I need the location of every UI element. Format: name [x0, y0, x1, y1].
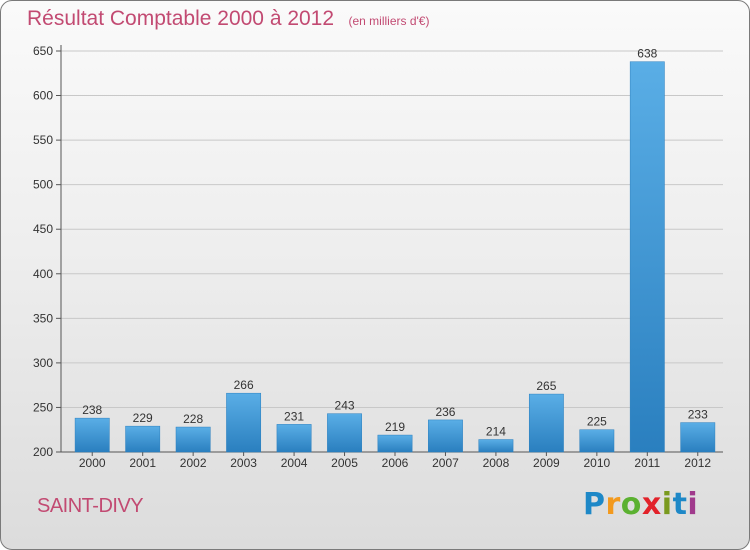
- bar-2004: [276, 424, 312, 453]
- data-label-2003: 266: [234, 378, 254, 392]
- data-label-2011: 638: [637, 47, 657, 61]
- x-tick-label-2000: 2000: [79, 456, 106, 470]
- data-label-2004: 231: [284, 409, 304, 423]
- x-tick-label-2006: 2006: [382, 456, 409, 470]
- y-tick-label: 250: [33, 400, 53, 414]
- bar-2000: [74, 417, 110, 453]
- data-label-2002: 228: [183, 412, 203, 426]
- x-tick-label-2010: 2010: [583, 456, 610, 470]
- y-tick-label: 400: [33, 267, 53, 281]
- chart-subtitle: (en milliers d'€): [348, 14, 430, 28]
- bar-2010: [579, 429, 615, 453]
- chart-title: Résultat Comptable 2000 à 2012: [27, 7, 335, 30]
- bar-2001: [125, 425, 161, 453]
- x-tick-label-2005: 2005: [331, 456, 358, 470]
- data-label-2012: 233: [688, 408, 708, 422]
- bar-2009: [528, 393, 564, 453]
- y-tick-label: 600: [33, 89, 53, 103]
- x-tick-label-2011: 2011: [634, 456, 660, 470]
- x-tick-label-2001: 2001: [129, 456, 156, 470]
- y-tick-label: 500: [33, 178, 53, 192]
- data-label-2006: 219: [385, 420, 405, 434]
- axes: 200 250 300 350 400 450 500 550 600 650 2000 2001 20…: [33, 44, 723, 470]
- x-tick-label-2008: 2008: [483, 456, 510, 470]
- grid: [61, 50, 723, 408]
- bar-2005: [327, 413, 362, 453]
- proxiti-logo: Proxiti: [583, 487, 699, 522]
- bar-2011: [629, 61, 665, 453]
- bar-2012: [680, 422, 716, 453]
- y-tick-label: 300: [33, 356, 53, 370]
- chart-title-block: Résultat Comptable 2000 à 2012 (en milli…: [27, 7, 429, 31]
- x-tick-label-2007: 2007: [432, 456, 459, 470]
- y-tick-label: 550: [33, 133, 53, 147]
- data-label-2009: 265: [536, 379, 556, 393]
- data-label-2005: 243: [335, 399, 355, 413]
- x-tick-label-2009: 2009: [533, 456, 560, 470]
- commune-name: SAINT-DIVY: [37, 495, 144, 517]
- data-label-2007: 236: [435, 405, 455, 419]
- bar-2003: [226, 392, 262, 453]
- bar-2006: [377, 434, 413, 453]
- y-tick-label: 200: [33, 445, 53, 459]
- bars: [74, 61, 716, 453]
- x-tick-label-2004: 2004: [281, 456, 308, 470]
- y-tick-label: 450: [33, 222, 53, 236]
- data-label-2001: 229: [133, 411, 153, 425]
- x-tick-label-2003: 2003: [230, 456, 257, 470]
- bar-2007: [428, 419, 463, 453]
- data-label-2000: 238: [82, 403, 102, 417]
- y-tick-label: 650: [33, 44, 53, 58]
- bar-2008: [478, 439, 514, 453]
- y-tick-label: 350: [33, 311, 53, 325]
- data-label-2010: 225: [587, 415, 607, 429]
- x-tick-label-2002: 2002: [180, 456, 207, 470]
- labels: 238 229 228 266 231 243 219 236 214 265 225 638 233: [82, 47, 708, 439]
- x-tick-label-2012: 2012: [684, 456, 711, 470]
- bar-2002: [175, 426, 211, 453]
- data-label-2008: 214: [486, 425, 506, 439]
